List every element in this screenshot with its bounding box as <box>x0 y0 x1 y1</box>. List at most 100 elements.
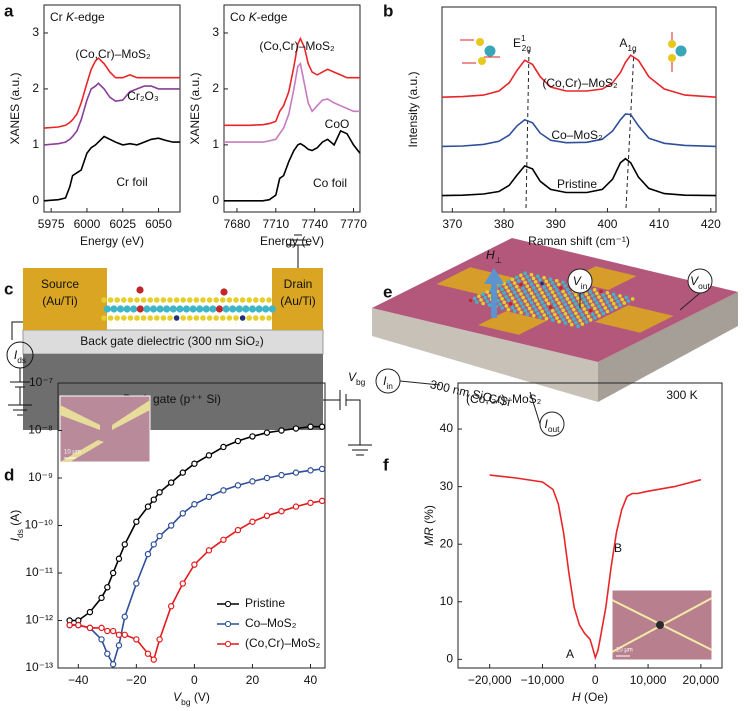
atom <box>529 310 534 314</box>
source-pad <box>23 268 107 330</box>
data-point <box>133 636 140 643</box>
data-point <box>292 469 300 476</box>
data-point <box>115 631 123 638</box>
atom <box>588 318 593 322</box>
atom <box>515 294 519 298</box>
atom <box>160 315 167 321</box>
atom <box>561 317 566 322</box>
atom <box>576 324 580 329</box>
annotation: A1g <box>619 36 637 53</box>
atom <box>107 315 114 321</box>
data-point <box>167 522 175 529</box>
atom <box>176 305 184 313</box>
atom <box>601 311 606 316</box>
dielectric-label: Back gate dielectric (300 nm SiO₂) <box>80 334 263 348</box>
atom <box>222 305 230 313</box>
inset-photo: 10 μm <box>611 589 713 661</box>
panel-label: d <box>4 465 14 484</box>
atom <box>538 296 542 301</box>
atom <box>557 282 561 287</box>
text-part: V <box>690 274 699 288</box>
data-line <box>43 56 180 129</box>
atom <box>595 291 599 296</box>
data-point <box>220 487 227 494</box>
series-label: Cr₂O₃ <box>127 89 159 103</box>
atom <box>253 315 259 321</box>
atom <box>563 312 568 316</box>
x-tick-label: 7710 <box>262 217 289 231</box>
y-tick-label: 0 <box>32 193 39 207</box>
atom <box>595 300 599 305</box>
terminal-label: Vout <box>690 274 710 291</box>
atom <box>614 296 618 300</box>
x-tick-label: 7740 <box>301 217 328 231</box>
atom <box>580 322 585 326</box>
atom <box>552 284 557 289</box>
data-point <box>249 478 256 485</box>
atom <box>519 273 523 278</box>
atom <box>544 288 549 293</box>
y-tick-label: 40 <box>440 421 454 435</box>
text-part: (A) <box>8 510 22 529</box>
atom <box>614 305 618 310</box>
atom <box>529 282 534 286</box>
atom <box>544 307 549 312</box>
data-line <box>441 54 717 98</box>
atom <box>504 285 509 290</box>
x-axis-label: Energy (eV) <box>80 234 144 248</box>
y-axis-label: XANES (a.u.) <box>188 72 202 144</box>
atom <box>584 320 589 324</box>
atom <box>597 304 601 309</box>
atom <box>187 315 193 321</box>
atom <box>565 315 570 320</box>
atom <box>521 277 525 281</box>
atom <box>580 294 584 298</box>
atom <box>552 293 557 298</box>
data-point <box>86 608 94 616</box>
data-point <box>249 518 256 525</box>
atom <box>531 295 536 299</box>
flake <box>656 621 664 629</box>
atom <box>255 305 263 313</box>
atom <box>542 275 546 280</box>
text-part: (Oe) <box>581 690 608 704</box>
atom <box>502 291 506 295</box>
atom <box>140 315 147 321</box>
atom <box>481 292 485 297</box>
y-tick-label: 30 <box>440 479 454 493</box>
atom <box>584 310 589 315</box>
data-point <box>109 627 117 635</box>
panel-label: b <box>383 1 393 20</box>
atom <box>531 276 536 281</box>
legend-label: Pristine <box>245 596 285 610</box>
atom <box>101 315 107 321</box>
text-part: (V) <box>191 690 210 704</box>
atom <box>565 306 570 310</box>
series-label: Co foil <box>313 176 347 190</box>
data-point <box>104 627 111 635</box>
atom <box>531 304 536 309</box>
text-part: H <box>486 248 495 262</box>
series-label: (Co,Cr)–MoS₂ <box>75 47 151 61</box>
data-point <box>121 631 128 638</box>
atom <box>529 300 534 305</box>
atom <box>544 298 549 302</box>
atom <box>220 288 228 296</box>
atom <box>580 312 585 317</box>
data-point <box>133 580 140 587</box>
inset-photo: 10 μm <box>59 395 151 463</box>
atom <box>167 297 173 303</box>
atom <box>599 298 603 303</box>
atom <box>552 303 557 307</box>
atom <box>517 307 521 311</box>
text-part: I <box>14 348 18 362</box>
atom <box>555 316 559 320</box>
atom <box>599 289 603 294</box>
atom <box>557 319 561 324</box>
atom <box>571 307 576 312</box>
atom <box>134 315 140 321</box>
lead <box>399 380 441 386</box>
data-point <box>292 503 300 510</box>
hall-diagram: 300 nm SiO₂/Si H⊥ Iin Iout Vin Vout <box>372 238 738 437</box>
atom <box>588 290 593 294</box>
